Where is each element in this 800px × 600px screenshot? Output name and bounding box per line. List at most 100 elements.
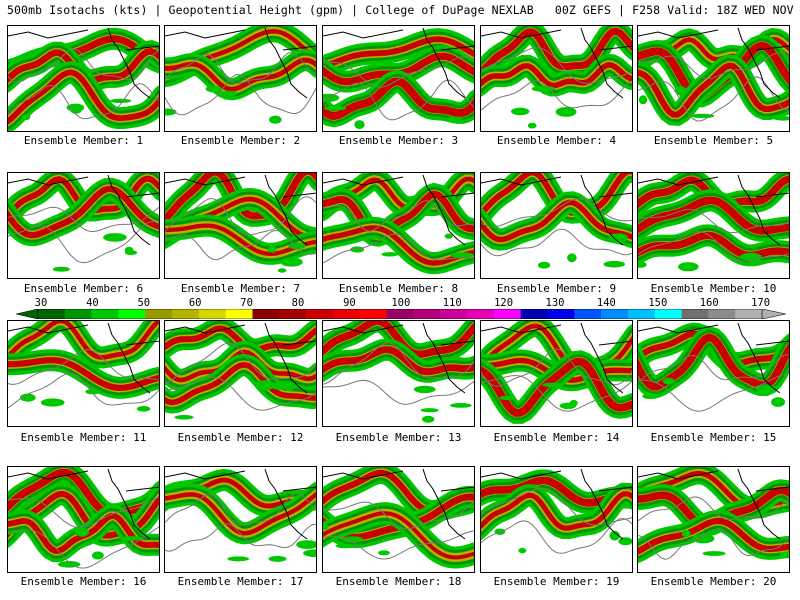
isotach-patch xyxy=(66,103,85,112)
isotach-patch xyxy=(219,90,238,96)
coastline xyxy=(638,174,789,246)
colorbar-swatch xyxy=(332,309,361,319)
coastline xyxy=(165,468,316,540)
height-contour xyxy=(323,342,474,385)
jet-stream-map xyxy=(165,173,316,273)
ensemble-map-panel xyxy=(164,172,317,279)
ensemble-map-panel xyxy=(164,466,317,573)
isotach-patch xyxy=(511,107,530,116)
height-contour xyxy=(323,530,474,560)
height-contour xyxy=(165,342,316,385)
height-contour xyxy=(8,372,159,409)
jet-stream-map xyxy=(8,27,159,131)
height-contour xyxy=(638,208,789,234)
isotach-patch xyxy=(413,385,436,394)
colorbar-tick-label: 120 xyxy=(494,297,514,309)
coastline xyxy=(165,27,316,99)
colorbar-swatch xyxy=(654,309,682,319)
isotach-patch xyxy=(450,252,474,258)
isotach-band xyxy=(8,321,159,360)
isotach-band xyxy=(323,511,474,560)
isotach-patch xyxy=(692,533,715,544)
colorbar-swatch xyxy=(91,309,119,319)
ensemble-map-panel xyxy=(637,172,790,279)
isotach-patch xyxy=(205,85,223,93)
height-contour xyxy=(481,348,632,387)
ensemble-member-label: Ensemble Member: 19 xyxy=(493,575,620,588)
isotach-patch xyxy=(559,402,577,409)
colorbar-swatch xyxy=(440,309,468,319)
isotach-band xyxy=(638,517,789,555)
isotach-band xyxy=(481,199,632,243)
ensemble-member-label: Ensemble Member: 18 xyxy=(335,575,462,588)
ensemble-map-panel xyxy=(637,320,790,427)
isotach-patch xyxy=(277,268,287,273)
isotach-patch xyxy=(638,95,648,105)
isotach-patch xyxy=(449,403,472,408)
isotach-patch xyxy=(420,408,439,413)
isotach-patch xyxy=(444,233,453,239)
colorbar-swatch xyxy=(306,309,334,319)
isotach-patch xyxy=(270,382,289,390)
isotach-patch xyxy=(269,115,282,124)
height-contour xyxy=(323,56,474,88)
colorbar-tick-label: 30 xyxy=(34,297,48,309)
colorbar-tick-label: 80 xyxy=(291,297,305,309)
isotach-patch xyxy=(773,116,789,121)
height-contour xyxy=(638,496,789,522)
colorbar-swatch xyxy=(279,309,307,319)
isotach-patch xyxy=(674,86,687,96)
ensemble-map-panel xyxy=(164,25,317,132)
jet-stream-map xyxy=(8,467,159,569)
colorbar-swatch xyxy=(627,309,656,319)
isotach-patch xyxy=(779,551,789,559)
coastline xyxy=(323,174,474,246)
height-contour xyxy=(638,354,789,383)
jet-stream-map xyxy=(481,26,632,129)
colorbar-tick-label: 170 xyxy=(751,297,771,309)
height-contour xyxy=(481,47,632,84)
coastline xyxy=(481,322,632,394)
height-contour xyxy=(323,233,474,264)
isotach-patch xyxy=(121,536,143,541)
isotach-patch xyxy=(227,556,249,562)
colorbar-swatch xyxy=(601,309,629,319)
isotach-patch xyxy=(447,116,462,122)
colorbar-arrow xyxy=(761,309,786,319)
colorbar-swatch xyxy=(574,309,602,319)
ensemble-map-panel xyxy=(480,25,633,132)
isotach-patch xyxy=(740,252,762,261)
height-contour xyxy=(638,373,789,412)
isotach-patch xyxy=(85,389,101,395)
ensemble-map-panel xyxy=(322,172,475,279)
colorbar-swatch xyxy=(681,309,709,319)
jet-stream-map xyxy=(165,26,316,124)
ensemble-member-label: Ensemble Member: 3 xyxy=(338,134,459,147)
colorbar-swatch xyxy=(413,309,441,319)
ensemble-map-panel xyxy=(322,320,475,427)
ensemble-member-label: Ensemble Member: 4 xyxy=(496,134,617,147)
height-contour xyxy=(323,200,474,232)
coastline xyxy=(8,322,159,394)
isotach-patch xyxy=(335,543,358,549)
isotach-patch xyxy=(531,85,556,92)
isotach-patch xyxy=(542,382,563,388)
height-contour xyxy=(8,48,159,83)
isotach-band xyxy=(8,357,159,392)
height-contour xyxy=(323,379,474,405)
isotach-patch xyxy=(603,260,625,268)
height-contour xyxy=(165,376,316,411)
ensemble-map-panel xyxy=(637,466,790,573)
colorbar-swatch xyxy=(386,309,414,319)
isotach-band xyxy=(323,190,474,240)
isotach-patch xyxy=(296,540,316,549)
coastline xyxy=(481,468,632,540)
isotach-patch xyxy=(354,120,365,130)
height-contour xyxy=(638,52,789,80)
isotach-patch xyxy=(103,233,127,242)
isotach-patch xyxy=(92,551,104,560)
colorbar-tick-label: 130 xyxy=(545,297,565,309)
isotach-patch xyxy=(21,114,31,121)
colorbar-swatch xyxy=(359,309,387,319)
height-contour xyxy=(8,206,159,233)
